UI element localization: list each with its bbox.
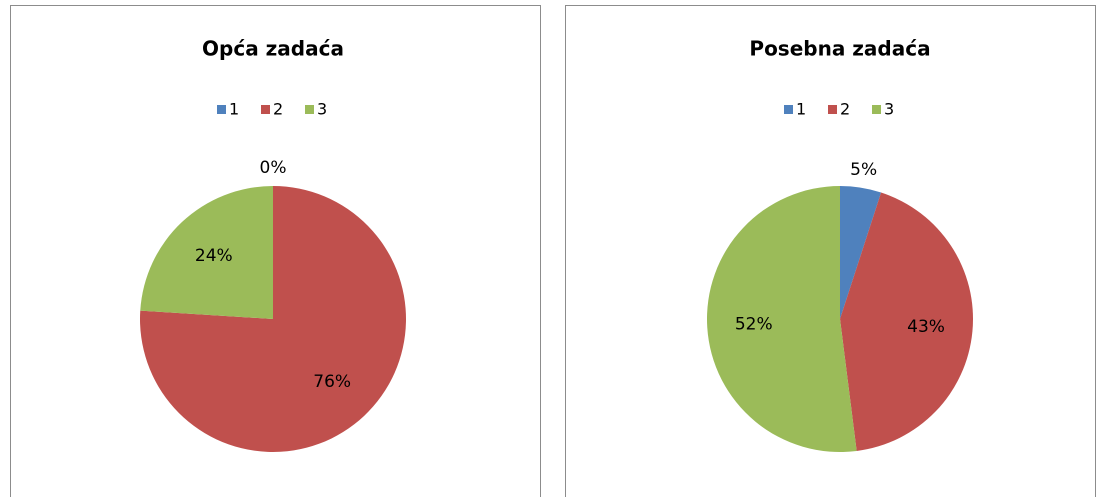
legend-swatch [305, 105, 314, 114]
data-label: 24% [195, 246, 233, 266]
data-label: 43% [907, 317, 945, 337]
legend-label: 1 [229, 100, 239, 119]
chart-title: Opća zadaća [202, 37, 344, 61]
legend-swatch [784, 105, 793, 114]
legend-swatch [872, 105, 881, 114]
legend-label: 1 [796, 100, 806, 119]
legend-swatch [261, 105, 270, 114]
legend-label: 3 [884, 100, 894, 119]
legend-label: 3 [317, 100, 327, 119]
legend-label: 2 [273, 100, 283, 119]
pie-slice [140, 186, 273, 319]
legend-label: 2 [840, 100, 850, 119]
pie-slice [840, 192, 974, 451]
data-label: 0% [260, 158, 287, 178]
chart-title: Posebna zadaća [749, 37, 930, 61]
data-label: 5% [850, 160, 877, 180]
data-label: 52% [735, 314, 773, 334]
pie-slice [707, 186, 857, 452]
legend-swatch [828, 105, 837, 114]
legend-swatch [217, 105, 226, 114]
pie-slice [840, 186, 882, 319]
data-label: 76% [313, 372, 351, 392]
